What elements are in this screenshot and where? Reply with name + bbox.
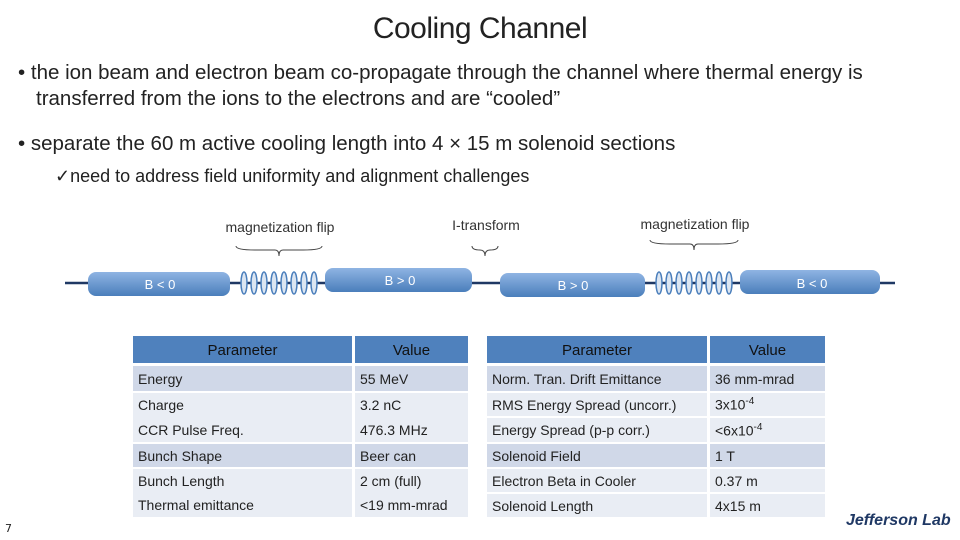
cell-text: RMS Energy Spread (uncorr.) [492, 396, 677, 413]
cell-text: <6x10 [715, 422, 754, 439]
page-number: 7 [5, 522, 12, 535]
braces [235, 239, 739, 257]
cell-text: Electron Beta in Cooler [492, 472, 636, 489]
cell-text: Energy Spread (p-p corr.) [492, 422, 650, 438]
table-cell: Energy [133, 366, 352, 391]
superscript: -4 [745, 396, 755, 408]
cell-text: 2 cm (full) [360, 473, 422, 489]
cell-text: 1 T [715, 447, 735, 464]
cell-text: Bunch Length [138, 473, 225, 489]
logo: Jefferson Lab [846, 512, 951, 529]
table-cell: 1 T [710, 444, 825, 467]
table-cell: 55 MeV [355, 366, 468, 391]
table-cell: Bunch Length Thermal emittance [133, 469, 352, 517]
cell-text: Solenoid Field [492, 447, 581, 464]
cell-text: <19 mm-mrad [360, 497, 448, 513]
diagram-label: I-transform [452, 217, 520, 233]
bullet-text: separate the 60 m active cooling length … [30, 132, 676, 155]
section [325, 268, 472, 292]
header-cell: Value [355, 336, 468, 363]
table-cell: Solenoid Field [487, 444, 707, 467]
title: Cooling Channel [372, 12, 588, 45]
header-text: Value [748, 342, 787, 359]
cell-text: CCR Pulse Freq. [138, 421, 244, 438]
bullet: • separate the 60 m active cooling lengt… [18, 132, 676, 155]
table-cell: RMS Energy Spread (uncorr.) [487, 393, 707, 416]
table-cell: Charge CCR Pulse Freq. [133, 393, 352, 442]
diagram-label: magnetization flip [641, 216, 750, 232]
cell-text: 0.37 m [715, 472, 758, 489]
bullet-text: the ion beam and electron beam co-propag… [30, 61, 863, 110]
diagram-label: magnetization flip [226, 219, 335, 235]
cell-text: 4x15 m [715, 497, 761, 514]
table-cell: Norm. Tran. Drift Emittance [487, 366, 707, 391]
header-text: Parameter [207, 342, 278, 359]
header-text: Value [392, 342, 431, 359]
table-cell: Energy Spread (p-p corr.) [487, 418, 707, 442]
cell-text: Bunch Shape [138, 447, 223, 464]
cell-text: 3x10 [715, 396, 746, 413]
table-cell: <6x10-4 [710, 418, 825, 442]
sub-bullet-text: need to address field uniformity and ali… [70, 166, 530, 186]
cell-text: 55 MeV [360, 370, 409, 387]
cell-text: 3.2 nC [360, 397, 402, 414]
section [88, 272, 230, 296]
cell-text: 476.3 MHz [360, 421, 428, 438]
header-cell: Parameter [133, 336, 352, 363]
sub-bullet: ✓need to address field uniformity and al… [55, 166, 530, 186]
field-label: B > 0 [558, 278, 589, 293]
table-cell: 3x10-4 [710, 393, 825, 416]
table-cell: Solenoid Length [487, 494, 707, 517]
table-cell: Beer can [355, 444, 468, 467]
section [740, 270, 880, 294]
cell-text: 36 mm-mrad [715, 370, 795, 387]
table-cell: Bunch Shape [133, 444, 352, 467]
cell-text: Thermal emittance [138, 497, 254, 513]
superscript: -4 [753, 421, 763, 433]
header-text: Parameter [561, 342, 633, 359]
table-cell: 4x15 m [710, 494, 825, 517]
section [500, 273, 645, 297]
cell-text: Charge [138, 397, 184, 414]
cell-text: Beer can [360, 447, 417, 464]
coils [240, 271, 733, 295]
diagram: magnetization flip I-transform magnetiza… [65, 216, 895, 297]
table-cell: Electron Beta in Cooler [487, 469, 707, 492]
header-cell: Parameter [487, 336, 707, 363]
table-cell: 36 mm-mrad [710, 366, 825, 391]
bullet: • the ion beam and electron beam co-prop… [18, 61, 863, 110]
cell-text: Energy [138, 370, 183, 387]
table-cell: 2 cm (full) <19 mm-mrad [355, 469, 468, 517]
cell-text: Norm. Tran. Drift Emittance [492, 370, 662, 387]
table-cell: 0.37 m [710, 469, 825, 492]
table-cell: 3.2 nC 476.3 MHz [355, 393, 468, 442]
field-label: B > 0 [385, 273, 416, 288]
header-cell: Value [710, 336, 825, 363]
field-label: B < 0 [145, 277, 176, 292]
field-label: B < 0 [797, 276, 828, 291]
cell-text: Solenoid Length [492, 497, 594, 514]
